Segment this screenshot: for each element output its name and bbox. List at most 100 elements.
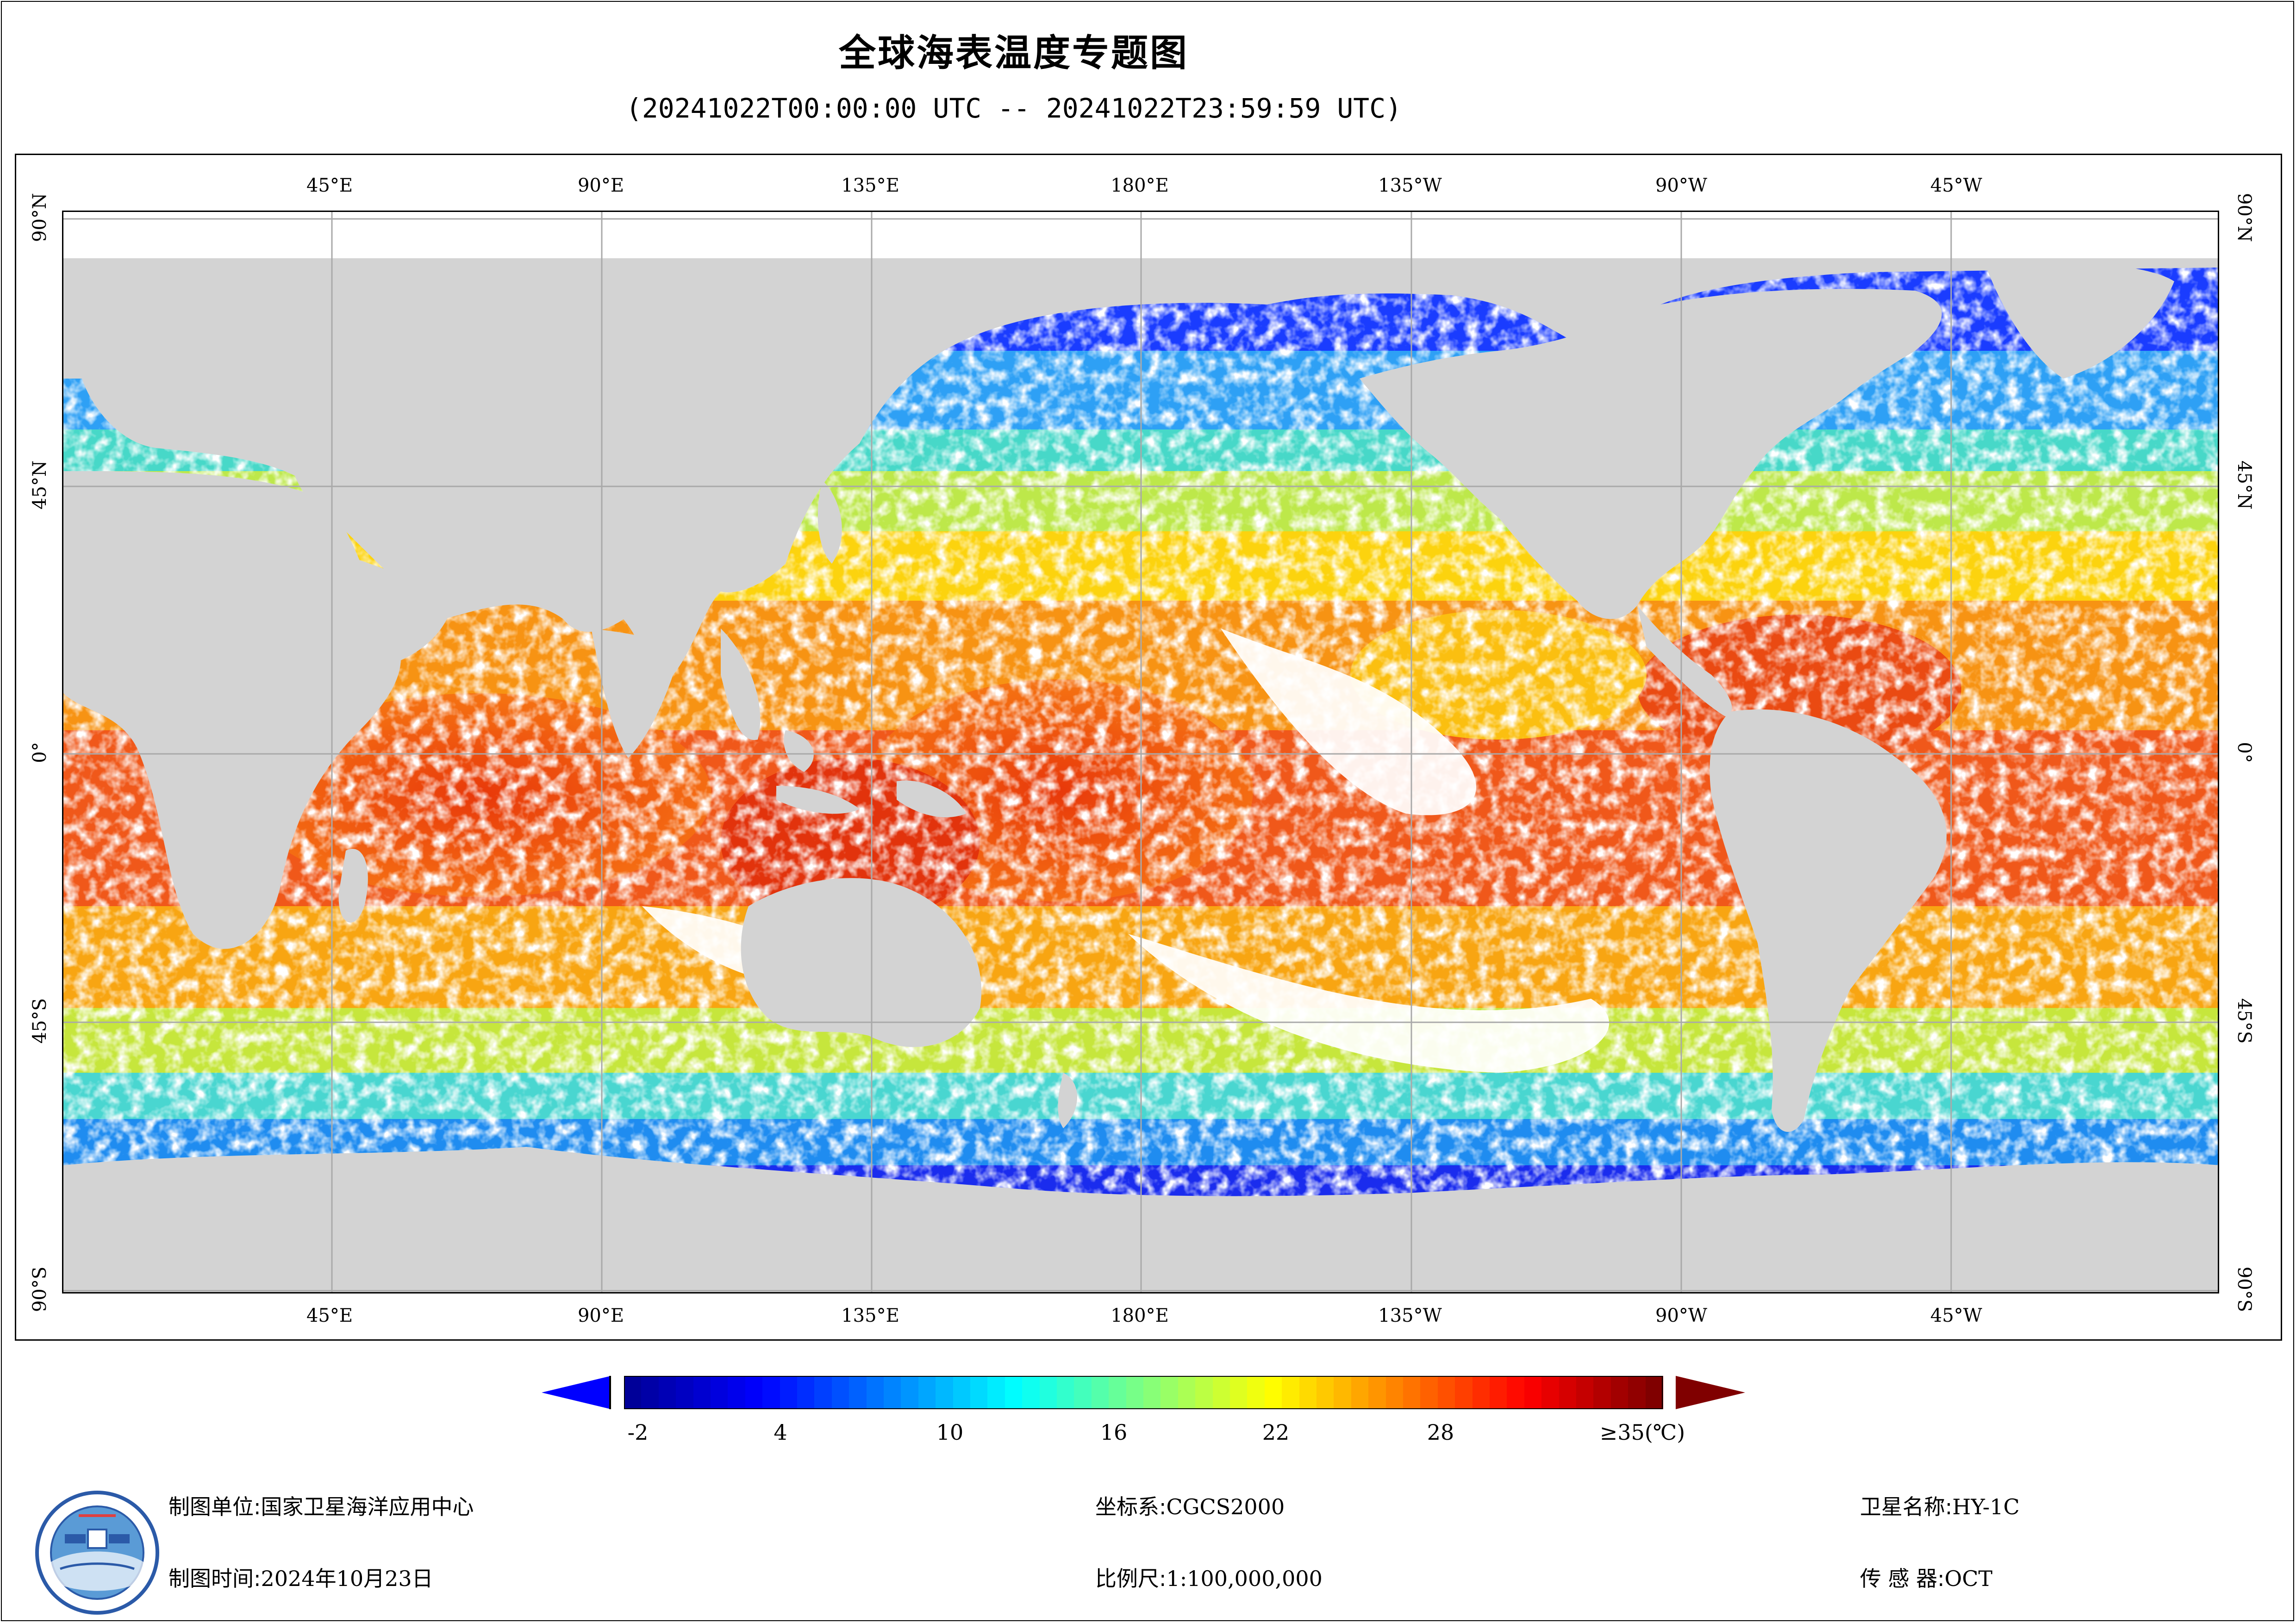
footer-scale: 比例尺:1:100,000,000 bbox=[1095, 1562, 1323, 1592]
colorbar-cell bbox=[762, 1376, 780, 1409]
colorbar-cell bbox=[831, 1376, 850, 1409]
lon-label-bottom: 45°W bbox=[1930, 1305, 1983, 1326]
colorbar-tick-label: ≥35(℃) bbox=[1599, 1420, 1685, 1445]
colorbar-cell bbox=[1126, 1376, 1144, 1409]
colorbar-cell bbox=[1074, 1376, 1092, 1409]
colorbar-cell bbox=[1610, 1376, 1629, 1409]
colorbar-cell bbox=[1334, 1376, 1352, 1409]
colorbar-cell bbox=[970, 1376, 988, 1409]
colorbar-cell bbox=[1420, 1376, 1438, 1409]
colorbar-cell bbox=[1524, 1376, 1542, 1409]
colorbar-cell bbox=[1593, 1376, 1611, 1409]
footer-scale-value: 1:100,000,000 bbox=[1166, 1566, 1323, 1591]
lon-label-bottom: 135°W bbox=[1378, 1305, 1442, 1326]
footer-satellite: 卫星名称:HY-1C bbox=[1860, 1490, 2020, 1521]
colorbar-cell bbox=[1403, 1376, 1421, 1409]
map-frame bbox=[15, 154, 2282, 1341]
colorbar-cell bbox=[1039, 1376, 1057, 1409]
colorbar-cell bbox=[1507, 1376, 1525, 1409]
colorbar-tick-label: -2 bbox=[627, 1420, 649, 1445]
nsoas-emblem-icon bbox=[32, 1488, 162, 1617]
colorbar-cell bbox=[1057, 1376, 1075, 1409]
colorbar-cell bbox=[1022, 1376, 1040, 1409]
colorbar-cell bbox=[693, 1376, 711, 1409]
colorbar-cell bbox=[1195, 1376, 1213, 1409]
colorbar-cell bbox=[728, 1376, 746, 1409]
colorbar-cell bbox=[676, 1376, 694, 1409]
footer-time-label: 制图时间: bbox=[168, 1566, 261, 1591]
colorbar-cell bbox=[849, 1376, 867, 1409]
footer-scale-label: 比例尺: bbox=[1095, 1566, 1167, 1591]
lon-label-top: 45°W bbox=[1930, 175, 1983, 196]
colorbar-border bbox=[624, 1376, 1663, 1409]
footer-time-value: 2024年10月23日 bbox=[261, 1566, 433, 1591]
colorbar-cell bbox=[1299, 1376, 1317, 1409]
colorbar-cell bbox=[1160, 1376, 1179, 1409]
footer-crs-label: 坐标系: bbox=[1095, 1494, 1167, 1519]
lon-label-top: 90°W bbox=[1655, 175, 1708, 196]
colorbar-cell bbox=[1091, 1376, 1110, 1409]
lon-label-bottom: 135°E bbox=[841, 1305, 899, 1326]
lon-label-top: 45°E bbox=[306, 175, 353, 196]
colorbar-cell bbox=[1109, 1376, 1127, 1409]
footer-sensor-label: 传 感 器: bbox=[1860, 1566, 1945, 1591]
colorbar-cell bbox=[1385, 1376, 1404, 1409]
colorbar-cell bbox=[953, 1376, 971, 1409]
colorbar-cell bbox=[745, 1376, 763, 1409]
colorbar-cell bbox=[1212, 1376, 1230, 1409]
colorbar-cell bbox=[1143, 1376, 1161, 1409]
colorbar-cell bbox=[1559, 1376, 1577, 1409]
lon-label-top: 135°W bbox=[1378, 175, 1442, 196]
footer-unit-label: 制图单位: bbox=[168, 1494, 261, 1519]
footer-sensor: 传 感 器:OCT bbox=[1860, 1562, 1992, 1592]
colorbar-cell bbox=[1178, 1376, 1196, 1409]
lon-label-bottom: 90°W bbox=[1655, 1305, 1708, 1326]
colorbar-tick-label: 10 bbox=[936, 1420, 964, 1445]
colorbar-cell bbox=[1351, 1376, 1369, 1409]
colorbar bbox=[624, 1376, 1663, 1409]
sst-map[interactable] bbox=[62, 211, 2219, 1293]
footer-sensor-value: OCT bbox=[1944, 1566, 1993, 1591]
colorbar-cell bbox=[1472, 1376, 1490, 1409]
colorbar-cell bbox=[1576, 1376, 1594, 1409]
colorbar-below-min-arrow bbox=[542, 1376, 611, 1409]
time-range-subtitle: (20241022T00:00:00 UTC -- 20241022T23:59… bbox=[625, 93, 1402, 124]
colorbar-cell bbox=[1004, 1376, 1023, 1409]
footer-time: 制图时间:2024年10月23日 bbox=[168, 1562, 433, 1592]
colorbar-cell bbox=[641, 1376, 659, 1409]
lon-label-top: 90°E bbox=[577, 175, 624, 196]
footer-satellite-value: HY-1C bbox=[1952, 1494, 2020, 1519]
colorbar-cell bbox=[987, 1376, 1005, 1409]
lon-label-bottom: 45°E bbox=[306, 1305, 353, 1326]
colorbar-cell bbox=[1247, 1376, 1265, 1409]
lon-label-top: 135°E bbox=[841, 175, 899, 196]
colorbar-cell bbox=[1230, 1376, 1248, 1409]
colorbar-cell bbox=[797, 1376, 815, 1409]
colorbar-above-max-arrow bbox=[1676, 1376, 1745, 1409]
colorbar-cell bbox=[780, 1376, 798, 1409]
colorbar-cell bbox=[1368, 1376, 1386, 1409]
colorbar-cell bbox=[1264, 1376, 1283, 1409]
colorbar-cell bbox=[866, 1376, 884, 1409]
colorbar-cell bbox=[1628, 1376, 1646, 1409]
colorbar-cell bbox=[918, 1376, 936, 1409]
colorbar-cell bbox=[1455, 1376, 1473, 1409]
colorbar-cell bbox=[884, 1376, 902, 1409]
colorbar-cell bbox=[1490, 1376, 1508, 1409]
lon-label-top: 180°E bbox=[1111, 175, 1169, 196]
colorbar-tick-label: 22 bbox=[1262, 1420, 1290, 1445]
graticule bbox=[63, 212, 2218, 1292]
colorbar-cell bbox=[624, 1376, 642, 1409]
footer-unit: 制图单位:国家卫星海洋应用中心 bbox=[168, 1490, 474, 1521]
lon-label-bottom: 180°E bbox=[1111, 1305, 1169, 1326]
colorbar-cell bbox=[901, 1376, 919, 1409]
colorbar-cell bbox=[658, 1376, 677, 1409]
colorbar-cell bbox=[936, 1376, 954, 1409]
colorbar-cell bbox=[711, 1376, 729, 1409]
colorbar-cell bbox=[814, 1376, 832, 1409]
colorbar-tick-label: 4 bbox=[774, 1420, 787, 1445]
sst-map-svg bbox=[63, 212, 2218, 1292]
colorbar-tick-label: 28 bbox=[1427, 1420, 1454, 1445]
lon-label-bottom: 90°E bbox=[577, 1305, 624, 1326]
